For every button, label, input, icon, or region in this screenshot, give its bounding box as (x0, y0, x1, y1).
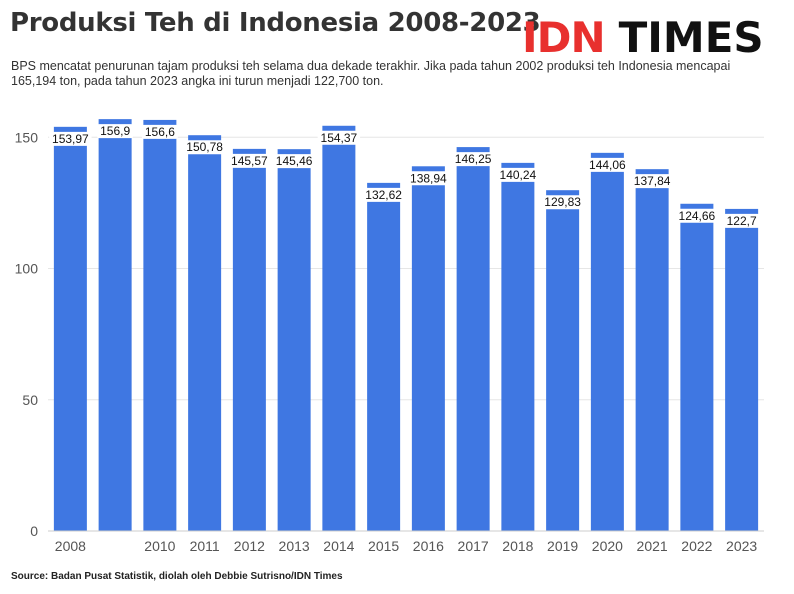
data-label-bg (141, 124, 178, 139)
data-labels: 153,97 156,9 156,6 150,78 145,57 145,46 154,37… (49, 124, 760, 228)
data-label: 150,78 (186, 140, 223, 154)
x-tick-label: 2021 (637, 538, 668, 554)
x-tick-label: 2010 (144, 538, 175, 554)
data-label: 145,57 (231, 154, 268, 168)
chart-subtitle: BPS mencatat penurunan tajam produksi te… (11, 59, 731, 88)
x-tick-label: 2022 (681, 538, 712, 554)
data-label-bg (586, 157, 629, 172)
bar (232, 148, 266, 531)
data-label-bg (272, 154, 316, 169)
data-label-bg (228, 153, 271, 168)
data-label: 129,83 (544, 195, 581, 209)
x-tick-label: 2012 (234, 538, 265, 554)
data-label: 156,6 (145, 125, 175, 139)
x-tick-label: 2008 (55, 538, 86, 554)
data-label: 154,37 (321, 131, 358, 145)
bar (725, 208, 759, 531)
data-label-bg (362, 187, 405, 202)
data-label-bg (723, 213, 760, 228)
data-label-bg (496, 167, 540, 182)
bar (411, 166, 445, 531)
bar (546, 190, 580, 532)
bar (322, 125, 356, 531)
y-tick-label: 150 (15, 129, 39, 145)
data-label: 137,84 (634, 174, 671, 188)
bar (277, 149, 311, 532)
data-label: 153,97 (52, 132, 89, 146)
bar (501, 162, 535, 531)
data-label: 146,25 (455, 152, 492, 166)
bar (635, 169, 669, 532)
x-tick-label: 2016 (413, 538, 444, 554)
x-tick-label: 2017 (458, 538, 489, 554)
x-tick-label: 2018 (502, 538, 533, 554)
bar (143, 119, 177, 532)
data-label-bg (183, 140, 226, 155)
bar (680, 203, 714, 531)
data-label: 124,66 (679, 209, 716, 223)
data-label-bg (97, 124, 134, 139)
idn-times-logo: IDN TIMES (522, 12, 764, 64)
logo-idn-text: IDN (522, 13, 606, 62)
data-label: 132,62 (365, 188, 402, 202)
source-note: Source: Badan Pusat Statistik, diolah ol… (11, 571, 343, 582)
data-label: 140,24 (500, 168, 537, 182)
data-label: 156,9 (100, 124, 130, 138)
bar (188, 135, 222, 531)
bar (53, 126, 87, 532)
data-label: 138,94 (410, 171, 447, 185)
x-tick-label: 2015 (368, 538, 399, 554)
bar (367, 182, 401, 531)
y-tick-label: 50 (22, 392, 38, 408)
data-label: 145,46 (276, 154, 313, 168)
bars (53, 119, 759, 532)
x-tick-label: 2014 (323, 538, 354, 554)
data-label: 122,7 (727, 214, 757, 228)
data-label-bg (541, 195, 584, 210)
data-label-bg (49, 131, 92, 146)
x-tick-label: 2023 (726, 538, 757, 554)
chart-title: Produksi Teh di Indonesia 2008-2023 (10, 8, 541, 38)
data-label-bg (317, 130, 361, 145)
bar (98, 119, 132, 531)
logo-times-text: TIMES (618, 13, 764, 62)
bar (456, 147, 490, 531)
data-label-bg (675, 208, 719, 223)
x-tick-label: 2011 (190, 538, 220, 554)
y-tick-label: 0 (30, 523, 38, 539)
data-label-bg (630, 174, 674, 189)
data-label: 144,06 (589, 158, 626, 172)
x-tick-label: 2013 (279, 538, 310, 554)
y-tick-label: 100 (15, 261, 39, 277)
bar (590, 152, 624, 531)
x-tick-label: 2019 (547, 538, 578, 554)
data-label-bg (407, 171, 450, 186)
axes: 0 50 100 150 2008 2010 2011 2012 2013 2014 2015 201… (15, 129, 764, 554)
x-tick-label: 2020 (592, 538, 623, 554)
data-label-bg (451, 152, 495, 167)
